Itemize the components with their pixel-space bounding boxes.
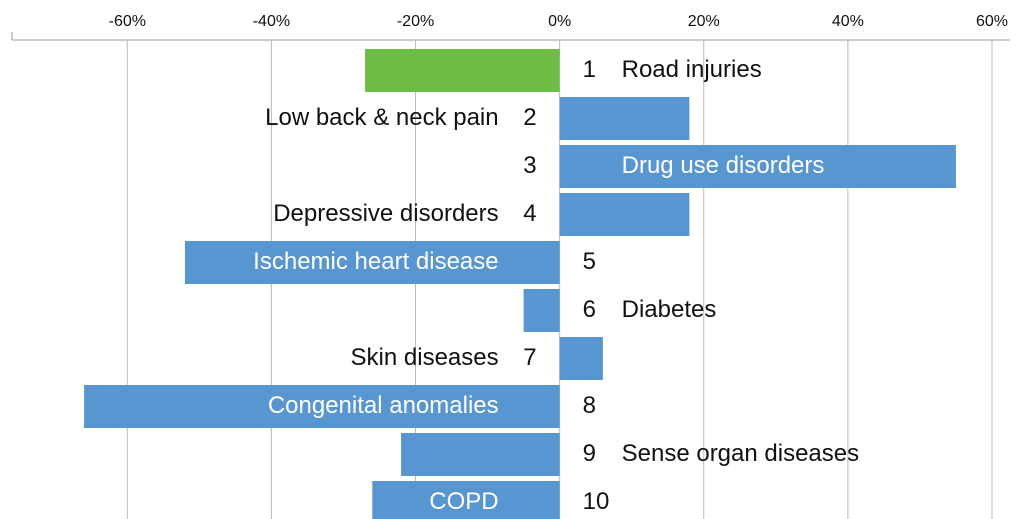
bar — [401, 433, 560, 476]
rank-label: 8 — [583, 392, 596, 419]
rank-label: 9 — [583, 440, 596, 467]
bar — [372, 481, 560, 519]
category-label: Sense organ diseases — [622, 440, 860, 467]
rank-label: 10 — [583, 488, 610, 515]
bar — [559, 145, 956, 188]
category-label: Low back & neck pain — [265, 104, 498, 131]
rank-label: 2 — [523, 104, 536, 131]
x-tick-label: 40% — [832, 13, 864, 30]
category-label: Depressive disorders — [273, 200, 498, 227]
x-tick-label: 0% — [548, 13, 571, 30]
bar — [184, 241, 560, 284]
category-label: Congenital anomalies — [268, 392, 499, 419]
category-label: Road injuries — [622, 56, 762, 83]
bar — [84, 385, 560, 428]
category-label: COPD — [429, 488, 498, 515]
bar — [523, 289, 560, 332]
rank-label: 5 — [583, 248, 596, 275]
x-tick-label: -40% — [253, 13, 290, 30]
bar — [559, 97, 690, 140]
category-label: Ischemic heart disease — [253, 248, 498, 275]
rank-label: 3 — [523, 152, 536, 179]
x-tick-label: -60% — [109, 13, 146, 30]
bar — [365, 49, 560, 92]
rank-label: 7 — [523, 344, 536, 371]
x-tick-label: 60% — [976, 13, 1008, 30]
x-tick-label: -20% — [397, 13, 434, 30]
category-label: Drug use disorders — [622, 152, 825, 179]
category-label: Diabetes — [622, 296, 717, 323]
rank-label: 6 — [583, 296, 596, 323]
category-label: Skin diseases — [351, 344, 499, 371]
bar — [559, 337, 603, 380]
x-tick-label: 20% — [688, 13, 720, 30]
rank-label: 4 — [523, 200, 536, 227]
bar — [559, 193, 690, 236]
rank-label: 1 — [583, 56, 596, 83]
